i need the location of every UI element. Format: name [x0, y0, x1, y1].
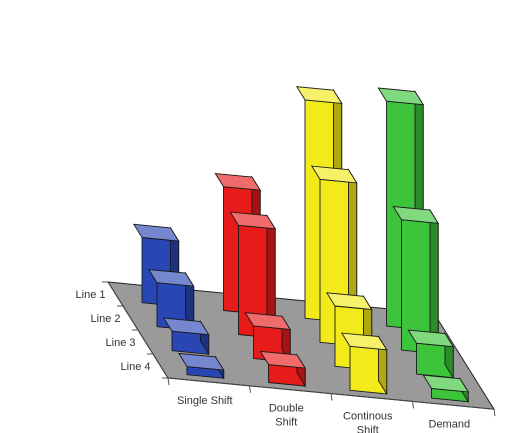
y-tick-label: Line 1 — [76, 289, 106, 301]
bar-top-face — [392, 205, 440, 224]
x-tick — [330, 393, 333, 401]
bar-top-face — [229, 211, 277, 230]
y-tick-label: Line 2 — [91, 313, 121, 325]
bar-top-face — [177, 352, 225, 371]
x-tick-label-line: Shift — [275, 417, 297, 429]
x-tick-label-line: Shift — [357, 425, 379, 433]
bar-top-face — [132, 223, 180, 242]
x-tick — [493, 409, 496, 417]
bar-top-face — [325, 292, 373, 311]
y-tick-label: Line 4 — [121, 361, 151, 373]
x-tick-label: Double Shift — [269, 403, 304, 429]
x-tick-label-line: Single Shift — [177, 395, 233, 407]
bar-top-face — [214, 172, 262, 191]
bar-top-face — [162, 317, 210, 336]
bar-top-face — [259, 350, 307, 369]
bar-single-shift-line-4 — [177, 352, 225, 380]
x-tick-label: Continous Shift — [343, 411, 393, 433]
bar-top-face — [244, 312, 292, 331]
bar-double-shift-line-2 — [229, 211, 277, 340]
bar-top-face — [340, 332, 388, 351]
x-tick-label-line: Continous — [343, 411, 393, 423]
x-tick-label-line: Demand — [429, 418, 471, 430]
bar-double-shift-line-4 — [259, 350, 307, 388]
bar-top-face — [295, 86, 343, 104]
bar-top-face — [147, 268, 195, 287]
bar-top-face — [310, 165, 358, 184]
bar-top-face — [422, 374, 470, 393]
y-tick-label: Line 3 — [106, 337, 136, 349]
x-tick-label: Demand — [429, 418, 471, 430]
x-tick — [249, 385, 251, 393]
x-tick-label: Single Shift — [177, 395, 233, 407]
bar-demand-line-4 — [422, 374, 470, 404]
x-tick-label-line: Double — [269, 403, 304, 415]
bar-single-shift-line-3 — [162, 317, 210, 356]
x-tick — [167, 377, 170, 386]
bar-demand-line-3 — [407, 329, 455, 380]
x-tick — [412, 401, 414, 409]
bar-top-face — [377, 87, 425, 106]
bar-continous-shift-line-4 — [340, 332, 388, 396]
bar-top-face — [407, 329, 455, 348]
